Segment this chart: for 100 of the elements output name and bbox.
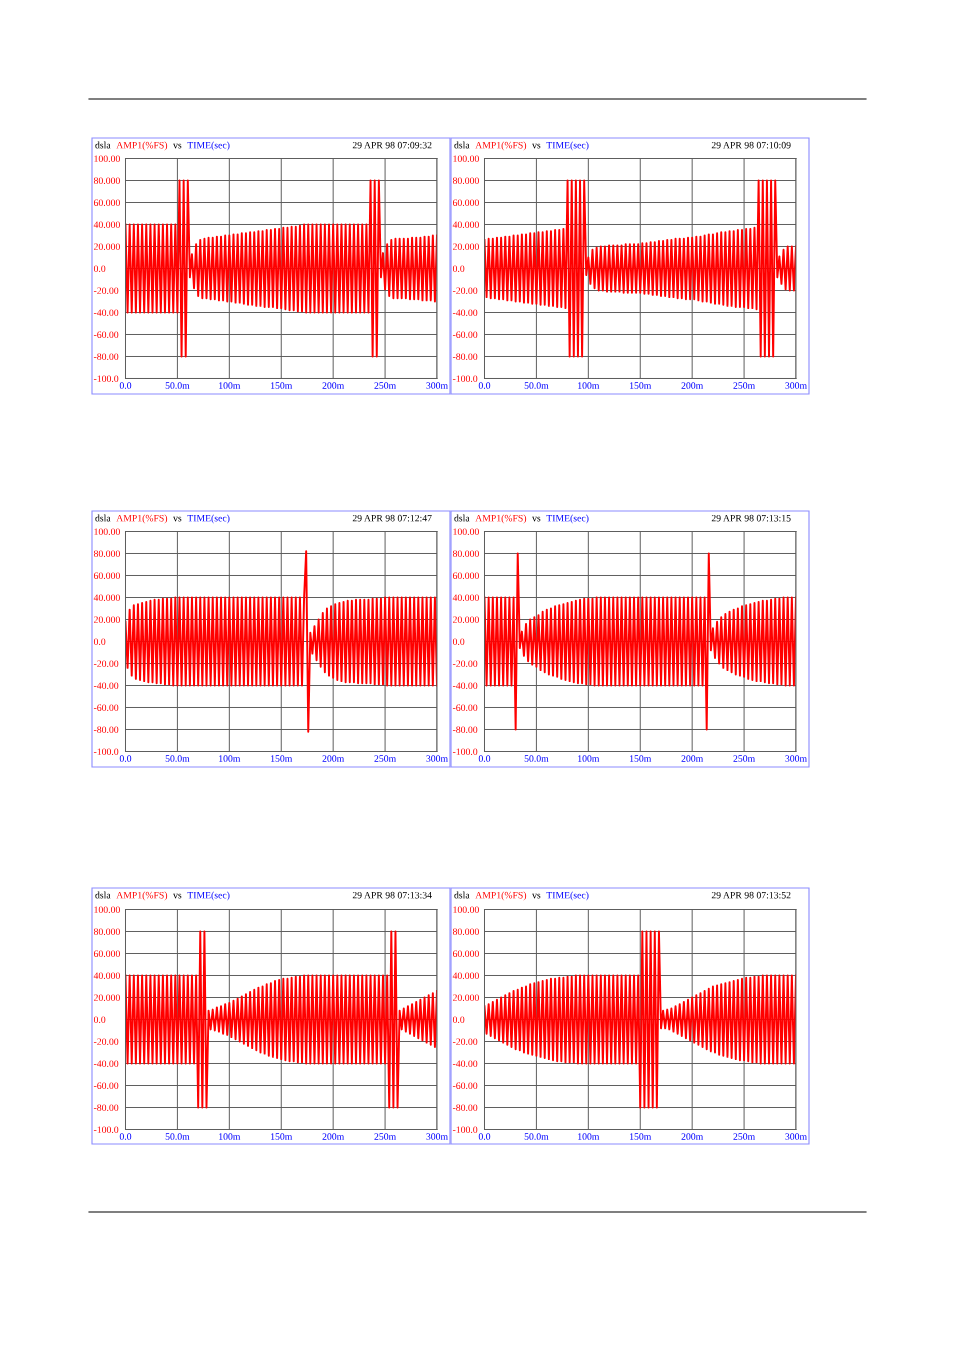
chart-title: dsla [454, 891, 470, 899]
x-axis-title: TIME(sec) [187, 514, 230, 524]
y-tick-label: 20.000 [452, 243, 479, 251]
y-axis-title: AMP1(%FS) [475, 514, 527, 524]
x-tick-label: 0.0 [478, 382, 491, 389]
y-axis-title: AMP1(%FS) [116, 891, 168, 901]
y-tick-label: 20.000 [93, 243, 120, 251]
y-tick-label: -20.00 [452, 287, 478, 295]
y-tick-label: 0.0 [452, 638, 465, 646]
y-tick-label: -20.00 [93, 287, 119, 295]
line-series [125, 550, 437, 733]
y-tick-label: 60.000 [452, 572, 479, 580]
x-tick-label: 200m [322, 755, 345, 762]
x-tick-label: 0.0 [119, 755, 132, 762]
y-axis-title: AMP1(%FS) [116, 514, 168, 524]
y-tick-label: -60.00 [452, 1082, 478, 1090]
y-tick-label: 100.00 [453, 906, 479, 914]
x-tick-label: 50.0m [524, 1133, 549, 1140]
x-tick-label: 100m [219, 755, 241, 762]
y-tick-label: -80.00 [452, 1104, 478, 1112]
y-tick-label: -100.0 [93, 375, 119, 383]
chart-title: dsla [95, 891, 111, 899]
x-tick-label: 250m [374, 382, 396, 389]
y-tick-label: -80.00 [452, 353, 478, 361]
text: 29 APR 98 07:12:47 [352, 514, 432, 522]
x-axis-title: TIME(sec) [546, 141, 589, 151]
x-tick-label: 300m [426, 382, 448, 389]
y-tick-label: 20.000 [93, 994, 120, 1002]
x-axis-title: TIME(sec) [187, 141, 230, 151]
line-series [125, 930, 437, 1109]
y-tick-label: -40.00 [452, 682, 478, 690]
y-tick-label: -60.00 [93, 704, 119, 712]
x-axis-title: TIME(sec) [546, 514, 589, 524]
y-tick-label: -40.00 [452, 1060, 478, 1068]
y-tick-label: -20.00 [452, 1038, 478, 1046]
text: vs [532, 143, 541, 149]
y-tick-label: -60.00 [452, 704, 478, 712]
x-tick-label: 200m [681, 1133, 704, 1140]
x-tick-label: 0.0 [478, 1133, 491, 1140]
y-tick-label: 20.000 [452, 994, 479, 1002]
x-tick-label: 100m [578, 1133, 600, 1140]
x-tick-label: 50.0m [165, 1133, 190, 1140]
y-tick-label: -20.00 [452, 660, 478, 668]
text: vs [532, 893, 541, 899]
x-tick-label: 100m [578, 755, 600, 762]
y-tick-label: -80.00 [93, 353, 119, 361]
x-tick-label: 150m [271, 382, 293, 389]
text: 29 APR 98 07:09:32 [352, 141, 432, 149]
y-tick-label: 40.000 [452, 594, 479, 602]
x-tick-label: 250m [733, 1133, 755, 1140]
x-tick-label: 300m [426, 755, 448, 762]
y-tick-label: 40.000 [93, 594, 120, 602]
y-tick-label: 20.000 [452, 616, 479, 624]
y-axis-title: AMP1(%FS) [475, 891, 527, 901]
y-tick-label: 40.000 [93, 972, 120, 980]
x-tick-label: 150m [271, 755, 293, 762]
x-axis-title: TIME(sec) [546, 891, 589, 901]
chart-title: dsla [95, 141, 111, 149]
x-tick-label: 0.0 [478, 755, 491, 762]
y-tick-label: 60.000 [93, 572, 120, 580]
y-tick-label: 80.000 [452, 928, 479, 936]
y-tick-label: -60.00 [93, 1082, 119, 1090]
chart-title: dsla [454, 141, 470, 149]
x-tick-label: 100m [578, 382, 600, 389]
y-tick-label: -100.0 [452, 1126, 478, 1134]
x-tick-label: 300m [785, 1133, 807, 1140]
y-tick-label: 0.0 [93, 1016, 106, 1024]
y-tick-label: 40.000 [452, 972, 479, 980]
y-tick-label: -40.00 [93, 682, 119, 690]
x-tick-label: 200m [322, 1133, 345, 1140]
y-tick-label: 40.000 [93, 221, 120, 229]
x-tick-label: 250m [374, 755, 396, 762]
x-tick-label: 250m [374, 1133, 396, 1140]
x-axis-title: TIME(sec) [187, 891, 230, 901]
y-tick-label: -100.0 [93, 1126, 119, 1134]
y-tick-label: -40.00 [93, 309, 119, 317]
text: vs [173, 516, 182, 522]
y-tick-label: 80.000 [452, 550, 479, 558]
y-tick-label: 60.000 [452, 199, 479, 207]
x-tick-label: 150m [630, 755, 652, 762]
y-axis-title: AMP1(%FS) [116, 141, 168, 151]
x-tick-label: 100m [219, 1133, 241, 1140]
y-tick-label: -80.00 [93, 1104, 119, 1112]
text: 29 APR 98 07:13:15 [711, 514, 791, 522]
x-tick-label: 150m [630, 1133, 652, 1140]
y-tick-label: 100.00 [453, 155, 479, 163]
x-tick-label: 100m [219, 382, 241, 389]
x-tick-label: 50.0m [524, 382, 549, 389]
x-tick-label: 250m [733, 382, 755, 389]
x-tick-label: 250m [733, 755, 755, 762]
x-tick-label: 300m [785, 382, 807, 389]
y-tick-label: 80.000 [93, 550, 120, 558]
y-tick-label: -100.0 [452, 748, 478, 756]
y-tick-label: 0.0 [93, 265, 106, 273]
x-tick-label: 150m [271, 1133, 293, 1140]
y-tick-label: -100.0 [452, 375, 478, 383]
x-tick-label: 300m [426, 1133, 448, 1140]
x-tick-label: 200m [322, 382, 345, 389]
y-tick-label: -40.00 [452, 309, 478, 317]
y-tick-label: -80.00 [452, 726, 478, 734]
